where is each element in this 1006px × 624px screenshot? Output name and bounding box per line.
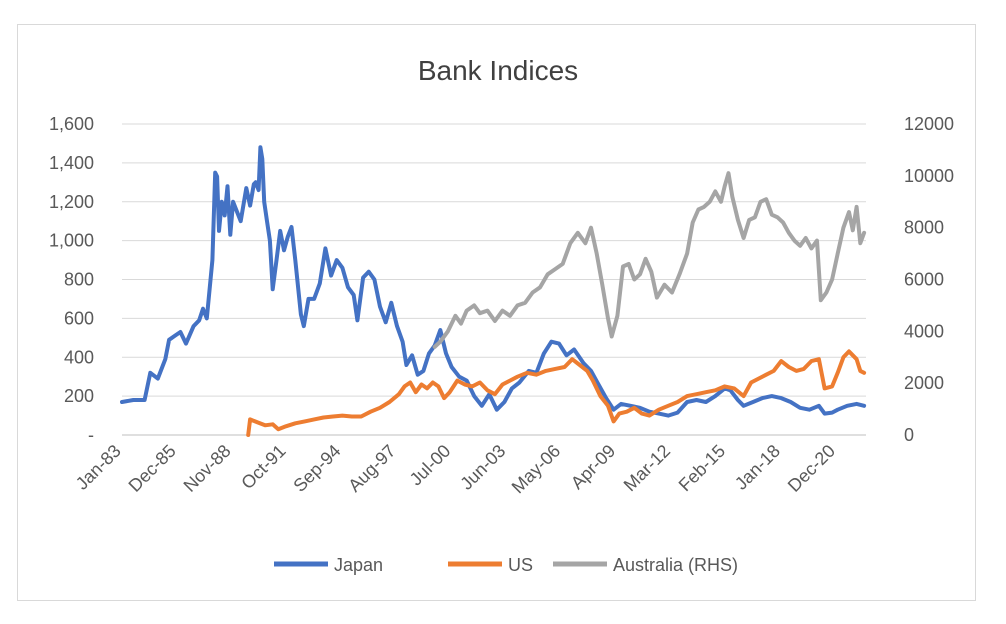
y-left-tick-label: - (88, 425, 94, 445)
x-tick-label: Dec-85 (125, 441, 180, 496)
y-left-tick-label: 600 (64, 308, 94, 328)
x-tick-label: May-06 (508, 441, 565, 498)
x-tick-label: Feb-15 (675, 441, 729, 495)
x-tick-label: Jul-00 (406, 441, 455, 490)
y-right-tick-label: 6000 (904, 270, 944, 290)
x-tick-label: Sep-94 (289, 441, 344, 496)
y-left-tick-label: 200 (64, 386, 94, 406)
y-right-tick-label: 4000 (904, 321, 944, 341)
x-tick-label: Apr-09 (567, 441, 619, 493)
y-left-tick-label: 1,600 (49, 114, 94, 134)
y-left-tick-label: 400 (64, 347, 94, 367)
series-line-us (246, 349, 867, 437)
y-left-tick-label: 800 (64, 270, 94, 290)
y-right-tick-label: 12000 (904, 114, 954, 134)
x-tick-label: Nov-88 (180, 441, 235, 496)
x-tick-label: Mar-12 (620, 441, 674, 495)
x-tick-label: Jan-18 (731, 441, 784, 494)
y-right-tick-label: 10000 (904, 166, 954, 186)
legend-label: US (508, 555, 533, 575)
y-right-tick-label: 8000 (904, 218, 944, 238)
legend-label: Australia (RHS) (613, 555, 738, 575)
y-left-tick-label: 1,400 (49, 153, 94, 173)
x-tick-label: Oct-91 (237, 441, 289, 493)
chart-title: Bank Indices (418, 55, 578, 86)
chart-frame (17, 24, 976, 601)
series-line-japan (120, 145, 867, 418)
series-line-australia-rhs (432, 171, 867, 349)
x-tick-label: Jan-83 (72, 441, 125, 494)
y-right-tick-label: 0 (904, 425, 914, 445)
y-left-tick-label: 1,000 (49, 231, 94, 251)
y-left-tick-label: 1,200 (49, 192, 94, 212)
legend-label: Japan (334, 555, 383, 575)
x-tick-label: Dec-20 (784, 441, 839, 496)
x-tick-label: Jun-03 (456, 441, 509, 494)
x-tick-label: Aug-97 (344, 441, 399, 496)
y-right-tick-label: 2000 (904, 373, 944, 393)
